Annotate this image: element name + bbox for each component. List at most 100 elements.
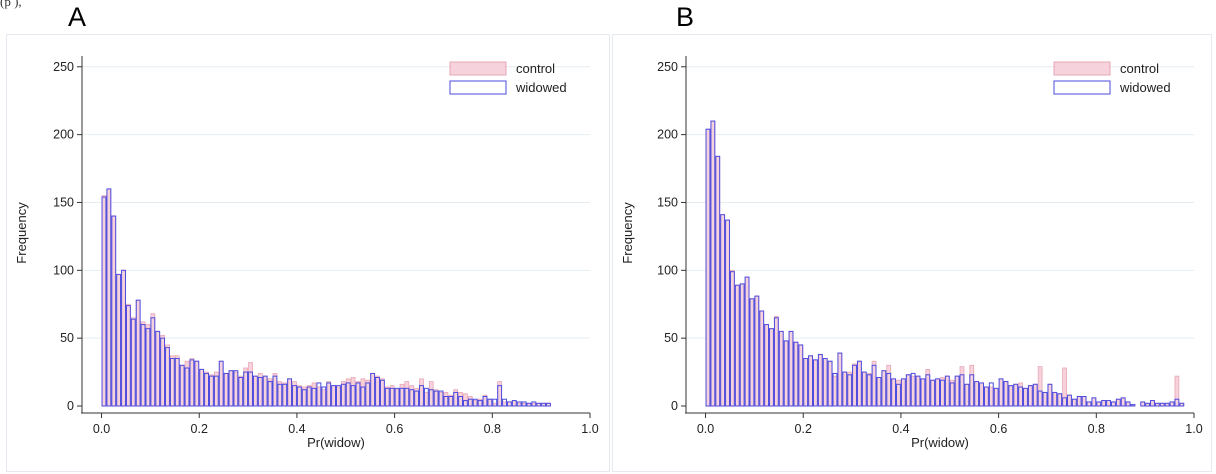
widowed-bar — [345, 382, 351, 407]
control-bar — [1018, 382, 1023, 407]
widowed-bar — [350, 385, 356, 407]
cropped-caption-text: (p ), — [0, 0, 22, 9]
widowed-bar — [988, 382, 994, 407]
control-bar — [438, 392, 444, 407]
control-bar — [248, 362, 253, 407]
control-bar — [433, 389, 439, 407]
widowed-bar — [316, 382, 322, 407]
widowed-bar — [1101, 400, 1107, 407]
widowed-bar — [1174, 398, 1180, 407]
widowed-bar — [458, 396, 464, 407]
widowed-bar — [379, 379, 385, 407]
widowed-bar — [808, 355, 814, 407]
widowed-bar — [536, 402, 542, 407]
control-bar — [754, 295, 760, 407]
control-bar — [306, 385, 312, 407]
control-bar — [1052, 392, 1058, 407]
y-tick-label: 200 — [657, 128, 678, 142]
widowed-bar — [1027, 385, 1033, 407]
control-bar — [277, 381, 283, 407]
control-bar — [116, 273, 121, 407]
widowed-bar — [331, 385, 337, 407]
widowed-bar — [969, 374, 975, 407]
control-bar — [715, 155, 721, 407]
y-tick-label: 100 — [657, 263, 678, 277]
widowed-bar — [204, 372, 210, 407]
control-bar — [233, 371, 239, 407]
control-bar — [827, 360, 833, 407]
widowed-bar — [365, 382, 371, 407]
widowed-bar — [311, 387, 317, 407]
widowed-bar — [409, 389, 415, 407]
widowed-bar — [433, 390, 439, 407]
control-bar — [1037, 366, 1043, 407]
widowed-bar — [423, 387, 429, 407]
widowed-bar — [793, 341, 799, 407]
x-axis-title: Pr(widow) — [307, 435, 365, 450]
widowed-bar — [111, 215, 117, 407]
legend-control-label: control — [516, 61, 555, 76]
control-bar — [813, 359, 818, 407]
control-bar — [857, 360, 862, 407]
histogram-chart-a: 0 50 100 150 200 250 0.0 0.2 0.4 0.6 0.8 1.0 Pr(wido… — [14, 56, 599, 450]
control-bar — [822, 358, 828, 407]
control-bar — [774, 316, 779, 407]
widowed-bar — [881, 370, 887, 407]
widowed-bar — [729, 271, 735, 407]
control-bar — [954, 375, 960, 407]
control-bar — [964, 383, 970, 407]
widowed-bar — [223, 372, 229, 407]
control-bar — [179, 364, 185, 407]
widowed-bar — [257, 377, 263, 407]
widowed-bar — [1032, 383, 1038, 407]
y-tick-label: 100 — [53, 263, 74, 277]
legend-control-swatch — [449, 61, 507, 76]
control-bar — [788, 330, 794, 407]
control-bar — [739, 283, 745, 407]
widowed-bar — [783, 340, 789, 407]
control-bar — [852, 363, 857, 407]
widowed-bar — [492, 398, 498, 407]
widowed-bar — [1159, 402, 1165, 407]
control-bar — [901, 378, 906, 407]
y-tick-label: 150 — [53, 195, 74, 209]
widowed-bar — [248, 371, 253, 407]
widowed-bar — [389, 387, 395, 407]
widowed-bar — [125, 305, 131, 407]
control-bar — [1096, 401, 1102, 407]
widowed-bar — [438, 390, 444, 407]
control-bar — [399, 383, 405, 407]
widowed-bar — [243, 371, 249, 407]
control-bar — [218, 360, 224, 407]
widowed-bar — [355, 382, 361, 407]
control-bar — [969, 364, 975, 407]
widowed-bar — [935, 378, 941, 407]
y-tick-label: 0 — [67, 399, 74, 413]
control-bar — [1008, 385, 1014, 407]
control-bar — [472, 400, 478, 407]
x-axis-title: Pr(widow) — [911, 435, 969, 450]
widowed-bar — [749, 298, 755, 407]
control-bar — [998, 378, 1004, 407]
widowed-bar — [340, 383, 346, 407]
widowed-bar — [472, 398, 478, 407]
widowed-bar — [301, 389, 307, 407]
widowed-bar — [769, 328, 774, 407]
control-bar — [808, 355, 813, 407]
widowed-bar — [822, 358, 828, 407]
x-tick-label: 0.4 — [892, 422, 909, 436]
control-bar — [223, 373, 229, 407]
control-bar — [350, 377, 356, 407]
widowed-bar — [896, 383, 901, 407]
widowed-bar — [174, 358, 180, 407]
widowed-bar — [199, 368, 205, 407]
control-bar — [988, 386, 994, 407]
widowed-bar — [419, 385, 424, 407]
widowed-bar — [282, 383, 288, 407]
widowed-bar — [974, 381, 980, 407]
widowed-bar — [1071, 398, 1077, 407]
widowed-bar — [213, 375, 219, 407]
y-axis-title: Frequency — [620, 202, 635, 264]
control-bar — [1047, 383, 1053, 407]
control-bar — [189, 358, 195, 407]
